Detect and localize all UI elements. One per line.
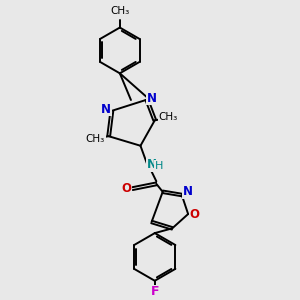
Text: CH₃: CH₃ bbox=[158, 112, 178, 122]
Text: N: N bbox=[147, 92, 157, 105]
Text: O: O bbox=[190, 208, 200, 221]
Text: H: H bbox=[155, 161, 163, 171]
Text: N: N bbox=[182, 185, 193, 198]
Text: F: F bbox=[151, 285, 159, 298]
Text: N: N bbox=[147, 158, 157, 171]
Text: CH₃: CH₃ bbox=[110, 6, 129, 16]
Text: CH₃: CH₃ bbox=[86, 134, 105, 144]
Text: O: O bbox=[122, 182, 132, 195]
Text: N: N bbox=[101, 103, 111, 116]
